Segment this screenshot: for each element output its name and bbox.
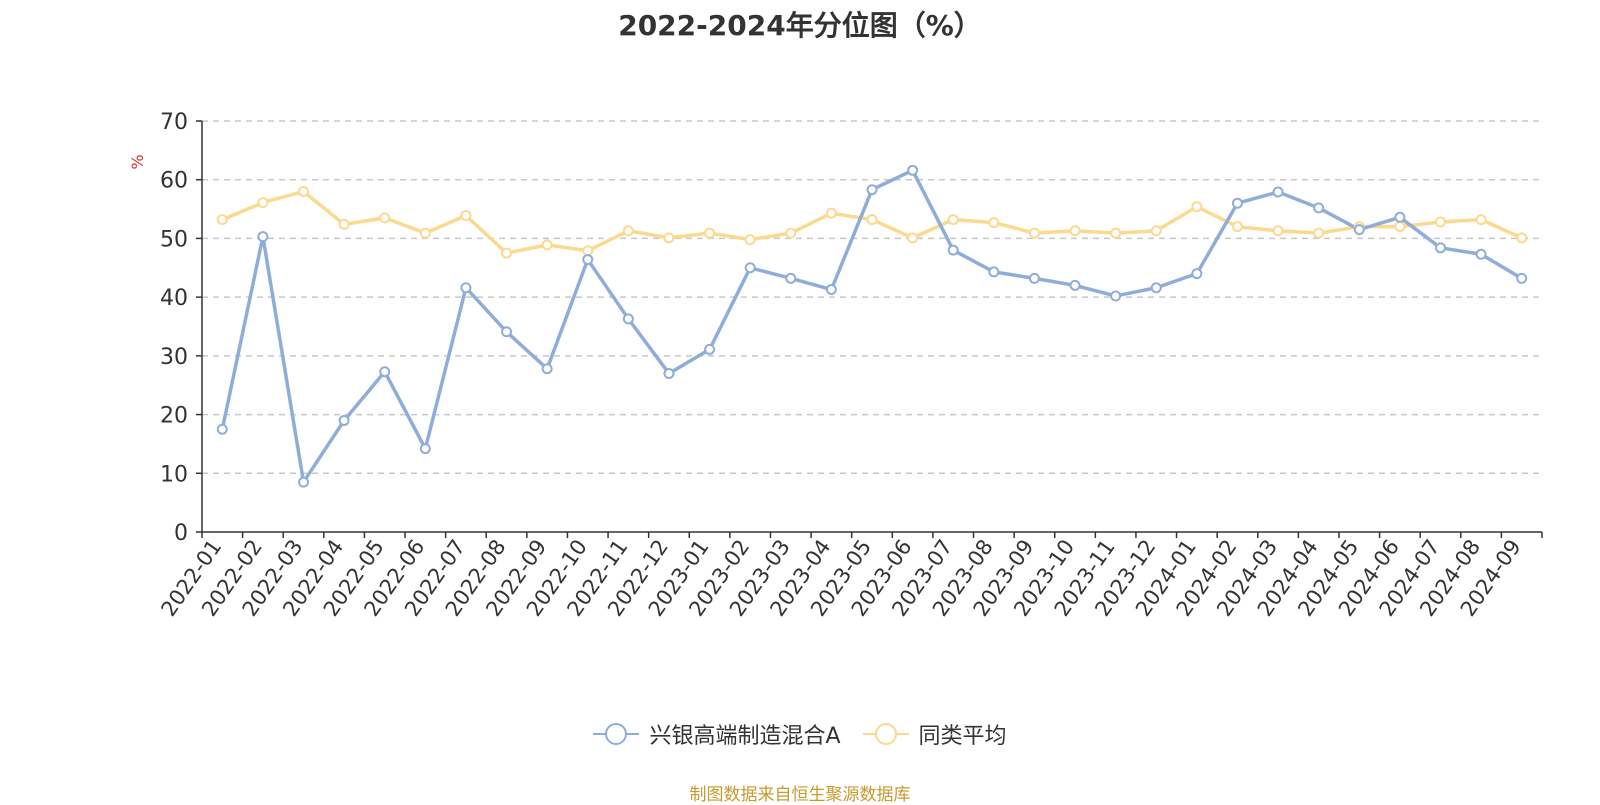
legend-label-series-b: 同类平均 (918, 724, 1007, 749)
chart-title: 2022-2024年分位图（%） (618, 9, 982, 42)
data-point-b[interactable] (379, 212, 391, 224)
data-point-a[interactable] (338, 414, 350, 426)
data-point-b[interactable] (785, 227, 797, 239)
data-point-b[interactable] (501, 247, 513, 259)
data-point-a[interactable] (663, 367, 675, 379)
data-point-a[interactable] (379, 366, 391, 378)
data-point-b[interactable] (1313, 227, 1325, 239)
data-point-b[interactable] (1272, 225, 1284, 237)
data-point-b[interactable] (460, 210, 472, 222)
y-tick-label: 10 (160, 462, 188, 487)
grid-lines (202, 120, 1542, 475)
data-point-a[interactable] (1191, 268, 1203, 280)
data-points (216, 164, 1528, 488)
data-point-b[interactable] (1069, 225, 1081, 237)
data-point-a[interactable] (825, 284, 837, 296)
data-point-a[interactable] (1394, 211, 1406, 223)
legend-swatch-series-a-icon (593, 723, 640, 745)
data-point-a[interactable] (501, 326, 513, 338)
legend-item-series-a[interactable]: 兴银高端制造混合A (593, 718, 841, 750)
axes: 0102030405060702022-012022-022022-032022… (156, 110, 1543, 621)
data-point-a[interactable] (419, 443, 431, 455)
data-point-b[interactable] (988, 217, 1000, 229)
legend-item-series-b[interactable]: 同类平均 (862, 718, 1007, 750)
data-point-b[interactable] (1516, 232, 1528, 244)
data-point-b[interactable] (1231, 221, 1243, 233)
data-point-b[interactable] (1191, 201, 1203, 213)
data-point-a[interactable] (907, 164, 919, 176)
data-point-a[interactable] (541, 363, 553, 375)
data-point-b[interactable] (1150, 225, 1162, 237)
data-point-b[interactable] (1475, 214, 1487, 226)
y-tick-label: 30 (160, 345, 188, 370)
data-point-a[interactable] (1028, 272, 1040, 284)
data-point-a[interactable] (298, 476, 310, 488)
data-point-a[interactable] (947, 244, 959, 256)
source-note: 制图数据来自恒生聚源数据库 (689, 785, 911, 805)
y-tick-label: 50 (160, 227, 188, 252)
y-tick-label: 0 (174, 521, 188, 546)
data-point-b[interactable] (704, 227, 716, 239)
data-point-a[interactable] (1272, 186, 1284, 198)
legend-label-series-a: 兴银高端制造混合A (649, 724, 841, 749)
data-point-b[interactable] (622, 225, 634, 237)
data-point-b[interactable] (216, 214, 228, 226)
data-point-a[interactable] (622, 313, 634, 325)
data-point-a[interactable] (460, 282, 472, 294)
data-point-b[interactable] (1394, 221, 1406, 233)
data-point-a[interactable] (1313, 202, 1325, 214)
data-point-b[interactable] (866, 214, 878, 226)
data-point-b[interactable] (947, 214, 959, 226)
data-point-a[interactable] (1110, 290, 1122, 302)
y-tick-label: 70 (160, 110, 188, 135)
data-point-b[interactable] (663, 232, 675, 244)
data-point-b[interactable] (541, 239, 553, 251)
data-point-a[interactable] (1353, 224, 1365, 236)
data-point-b[interactable] (582, 245, 594, 257)
data-point-a[interactable] (704, 343, 716, 355)
data-point-a[interactable] (1150, 282, 1162, 294)
data-point-a[interactable] (1069, 279, 1081, 291)
data-point-a[interactable] (216, 423, 228, 435)
data-point-a[interactable] (1516, 272, 1528, 284)
data-point-a[interactable] (988, 266, 1000, 278)
data-point-a[interactable] (1434, 242, 1446, 254)
y-tick-label: 20 (160, 404, 188, 429)
data-point-b[interactable] (1434, 216, 1446, 228)
data-point-a[interactable] (582, 254, 594, 266)
y-tick-label: 60 (160, 169, 188, 194)
data-point-a[interactable] (257, 231, 269, 243)
data-point-a[interactable] (785, 272, 797, 284)
data-point-a[interactable] (866, 184, 878, 196)
data-point-b[interactable] (338, 218, 350, 230)
legend: 兴银高端制造混合A 同类平均 (0, 718, 1600, 750)
data-point-b[interactable] (1110, 227, 1122, 239)
data-point-a[interactable] (744, 262, 756, 274)
data-point-b[interactable] (907, 232, 919, 244)
legend-swatch-series-b-icon (862, 723, 909, 745)
data-point-b[interactable] (744, 234, 756, 246)
data-point-b[interactable] (825, 207, 837, 219)
y-axis-unit-label: % (128, 154, 147, 169)
data-point-b[interactable] (419, 227, 431, 239)
data-point-a[interactable] (1475, 248, 1487, 260)
y-tick-label: 40 (160, 286, 188, 311)
data-point-b[interactable] (298, 185, 310, 197)
data-point-b[interactable] (1028, 227, 1040, 239)
data-point-a[interactable] (1231, 197, 1243, 209)
data-point-b[interactable] (257, 197, 269, 209)
